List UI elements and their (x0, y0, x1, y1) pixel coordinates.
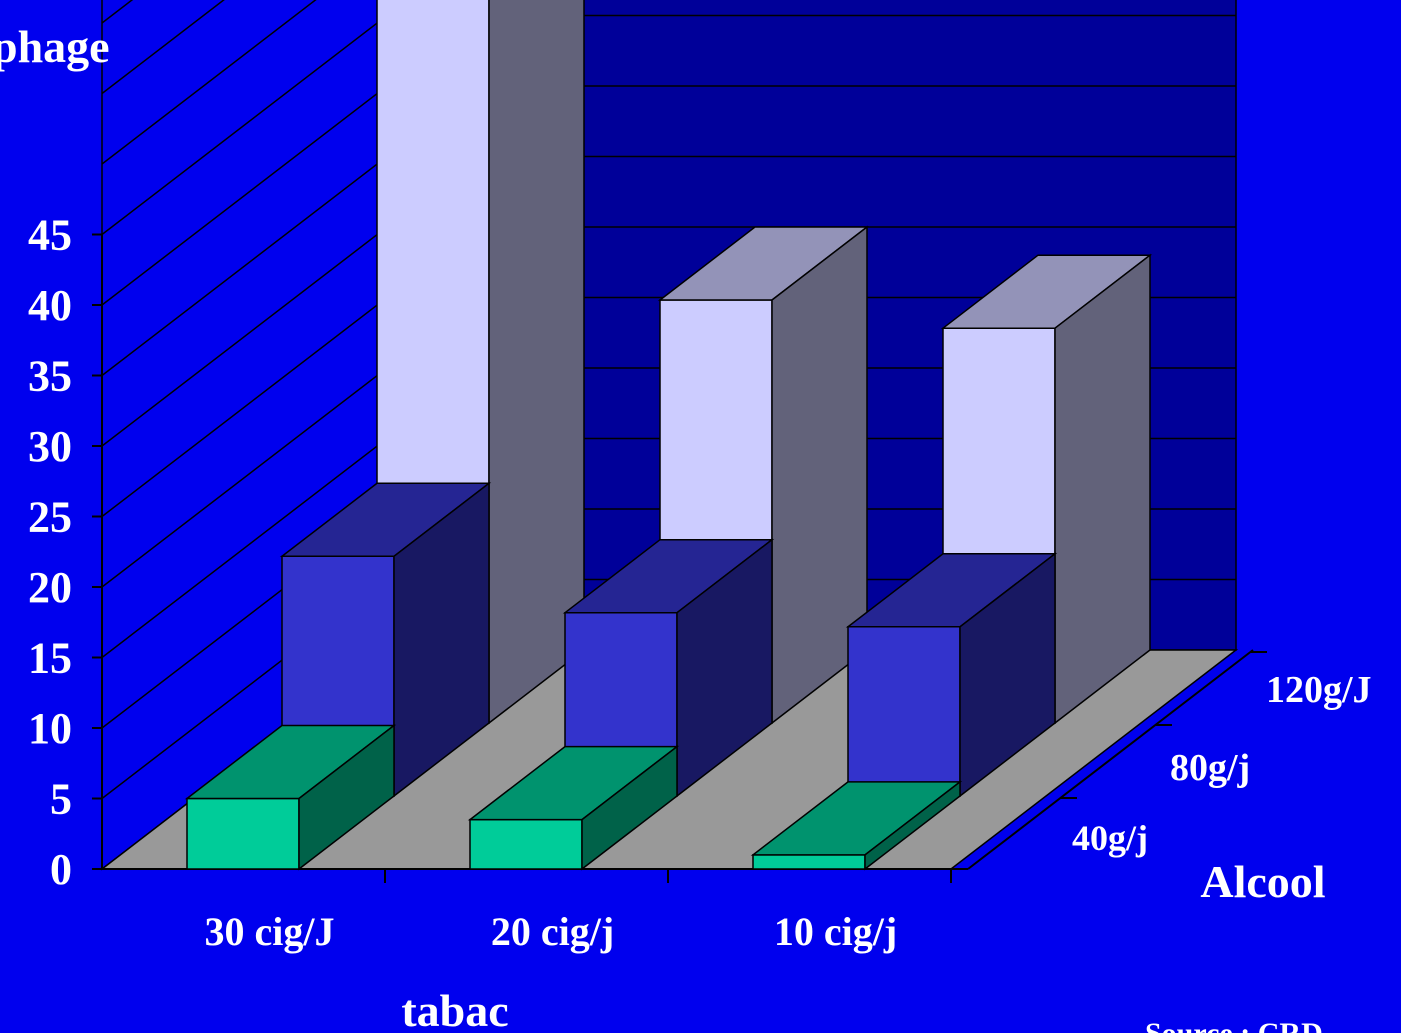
x-tick-label: 10 cig/j (774, 909, 897, 954)
bar-front (470, 820, 582, 869)
bar-front (848, 627, 960, 796)
depth-tick-label: 120g/J (1266, 669, 1372, 711)
y-tick-label: 45 (28, 211, 72, 260)
y-tick-label: 25 (28, 493, 72, 542)
x-tick-label: 30 cig/J (205, 909, 335, 954)
y-tick-label: 20 (28, 563, 72, 612)
x-tick-label: 20 cig/j (491, 909, 614, 954)
y-tick-label: 10 (28, 704, 72, 753)
bar-front (187, 799, 299, 870)
depth-tick-label: 80g/j (1170, 747, 1250, 789)
depth-axis-title: Alcool (1200, 856, 1325, 907)
y-tick-label: 15 (28, 634, 72, 683)
chart-title-fragment: phage (0, 21, 110, 72)
depth-tick-label: 40g/j (1072, 818, 1148, 858)
y-tick-label: 40 (28, 281, 72, 330)
y-tick-label: 5 (50, 775, 72, 824)
source-note: Source : CRD (1145, 1017, 1323, 1033)
y-tick-label: 0 (50, 845, 72, 894)
bar-front (753, 855, 865, 869)
y-tick-label: 30 (28, 422, 72, 471)
x-axis-title: tabac (401, 985, 508, 1033)
bar-side (1055, 255, 1150, 723)
y-tick-label: 35 (28, 352, 72, 401)
